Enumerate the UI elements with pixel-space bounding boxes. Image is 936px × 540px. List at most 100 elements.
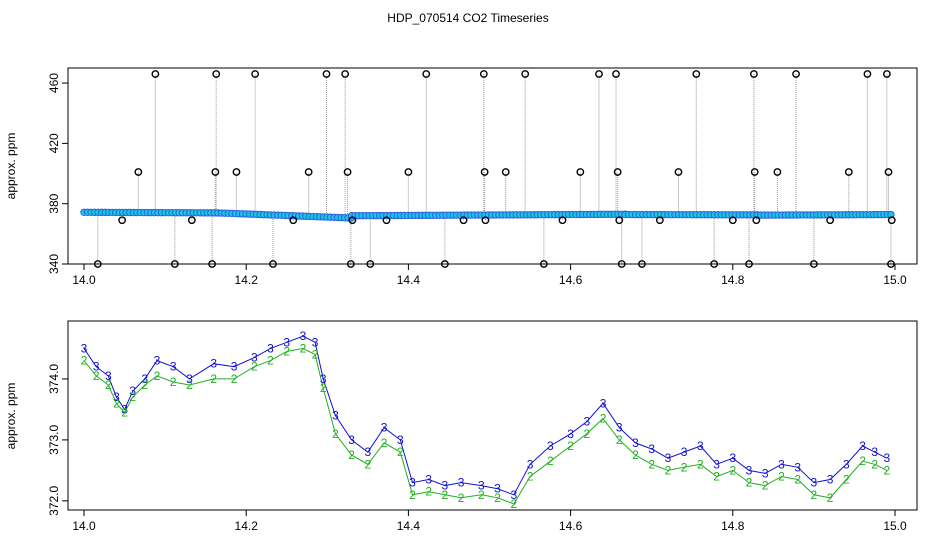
- x-tick-label-bottom: 14.0: [72, 519, 96, 533]
- outlier-point: [304, 168, 313, 176]
- series-point-3: 3: [811, 476, 818, 490]
- series-point-3: 3: [365, 445, 372, 459]
- outlier-point: [792, 70, 800, 78]
- series-point-3: 3: [827, 473, 834, 487]
- series-line-2: [83, 347, 888, 505]
- series-point-2: 2: [478, 488, 485, 502]
- outlier-point: [289, 216, 298, 225]
- outlier-point: [348, 216, 357, 225]
- series-line-3: [83, 335, 888, 496]
- outlier-point: [539, 260, 548, 268]
- outlier-point: [615, 216, 624, 225]
- series-point-2: 2: [409, 488, 416, 502]
- outlier-point: [422, 70, 431, 78]
- series-point-2: 2: [170, 375, 177, 389]
- series-point-2: 2: [300, 341, 307, 355]
- series-point-2: 2: [141, 378, 148, 392]
- series-point-3: 3: [320, 372, 327, 386]
- y-axis-title-bottom: approx. ppm: [4, 383, 18, 450]
- series-point-3: 3: [105, 369, 112, 383]
- x-tick-label-bottom: 14.8: [721, 519, 745, 533]
- series-point-2: 2: [547, 454, 554, 468]
- series-point-3: 3: [859, 439, 866, 453]
- top-marks: [80, 70, 896, 268]
- plot-frame-top: [67, 67, 918, 265]
- x-tick-label-bottom: 14.6: [559, 519, 583, 533]
- outlier-point: [638, 260, 646, 268]
- y-tick-label-bottom: 373.0: [47, 425, 61, 455]
- series-point-2: 2: [871, 457, 878, 471]
- series-point-2: 2: [884, 463, 891, 477]
- series-point-3: 3: [567, 427, 574, 441]
- outlier-point: [728, 216, 737, 225]
- x-tick-label-top: 14.0: [72, 273, 96, 287]
- series-point-3: 3: [442, 479, 449, 493]
- series-point-3: 3: [251, 351, 258, 365]
- series-point-3: 3: [113, 390, 120, 404]
- series-point-2: 2: [567, 439, 574, 453]
- series-point-2: 2: [762, 479, 769, 493]
- series-point-3: 3: [93, 360, 100, 374]
- outlier-point: [887, 216, 896, 225]
- outlier-point: [692, 70, 701, 78]
- series-point-3: 3: [409, 476, 416, 490]
- series-point-2: 2: [320, 381, 327, 395]
- outlier-point: [521, 70, 530, 78]
- outlier-point: [750, 168, 759, 176]
- series-point-2: 2: [231, 372, 238, 386]
- series-point-3: 3: [332, 409, 339, 423]
- series-point-2: 2: [210, 372, 217, 386]
- series-point-3: 3: [283, 335, 290, 349]
- series-point-2: 2: [811, 488, 818, 502]
- series-point-2: 2: [81, 354, 88, 368]
- series-point-2: 2: [267, 354, 274, 368]
- series-point-3: 3: [713, 457, 720, 471]
- bottom-axes: 14.0 14.2 14.4 14.6 14.8 15.0 372.0 373.0 374.0: [47, 364, 907, 533]
- series-point-2: 2: [527, 469, 534, 483]
- outlier-point: [773, 168, 782, 176]
- y-tick-label-top: 340: [47, 254, 61, 274]
- series-point-3: 3: [425, 473, 432, 487]
- series-point-3: 3: [547, 439, 554, 453]
- series-point-2: 2: [600, 412, 607, 426]
- outlier-point: [170, 260, 179, 268]
- x-tick-label-top: 14.2: [235, 273, 259, 287]
- outlier-point: [208, 260, 217, 268]
- series-point-3: 3: [746, 463, 753, 477]
- series-point-3: 3: [478, 479, 485, 493]
- series-point-2: 2: [425, 485, 432, 499]
- outlier-point: [745, 260, 753, 268]
- outlier-point: [134, 168, 143, 176]
- outlier-point: [440, 260, 449, 268]
- series-point-3: 3: [778, 457, 785, 471]
- outlier-point: [382, 216, 391, 225]
- series-point-2: 2: [697, 457, 704, 471]
- outlier-point: [187, 216, 196, 225]
- series-point-2: 2: [121, 405, 128, 419]
- series-point-2: 2: [859, 454, 866, 468]
- series-point-3: 3: [729, 451, 736, 465]
- outlier-point: [613, 168, 622, 176]
- series-point-3: 3: [210, 357, 217, 371]
- series-point-2: 2: [794, 473, 801, 487]
- plot-frame-bottom: [67, 320, 918, 511]
- series-point-2: 2: [843, 473, 850, 487]
- x-tick-label-top: 15.0: [883, 273, 907, 287]
- series-point-3: 3: [762, 466, 769, 480]
- series-point-3: 3: [267, 341, 274, 355]
- series-point-2: 2: [778, 469, 785, 483]
- series-point-2: 2: [129, 390, 136, 404]
- series-point-3: 3: [312, 335, 319, 349]
- y-tick-label-top: 380: [47, 193, 61, 213]
- outlier-point: [752, 216, 761, 225]
- x-tick-label-top: 14.8: [721, 273, 745, 287]
- panel-top: 14.0 14.2 14.4 14.6 14.8 15.0 340 380 420 460 app…: [4, 67, 918, 287]
- outlier-point: [882, 70, 891, 78]
- outlier-point: [558, 216, 567, 225]
- series-point-2: 2: [365, 457, 372, 471]
- series-point-2: 2: [713, 469, 720, 483]
- series-point-2: 2: [616, 433, 623, 447]
- series-point-2: 2: [397, 445, 404, 459]
- series-point-2: 2: [746, 476, 753, 490]
